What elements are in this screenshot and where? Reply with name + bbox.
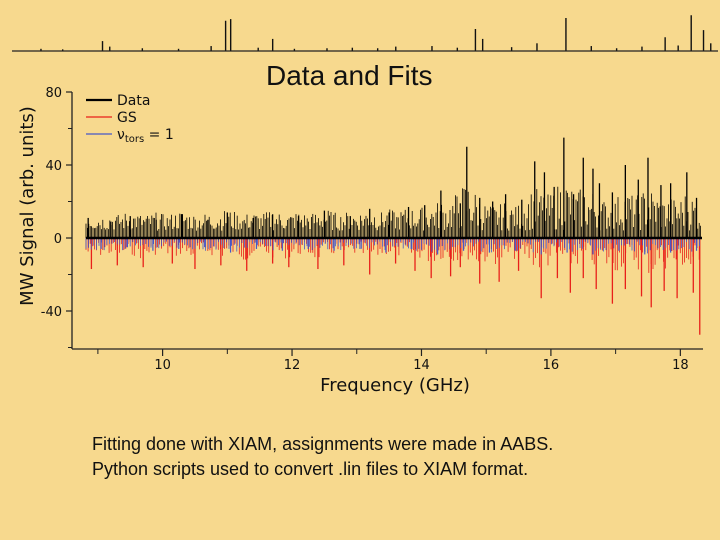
legend-label-gs: GS: [117, 110, 137, 126]
legend-vtors-nu: ν: [117, 127, 125, 143]
x-tick-label: 12: [284, 358, 301, 373]
spectrum-chart: 80 40 0 -40 10 12 14 16 18 MW Signal (arb. unit…: [17, 86, 703, 396]
y-tick-label: 80: [45, 86, 62, 101]
caption-line-1: Fitting done with XIAM, assignments were…: [92, 434, 554, 454]
series-gs: [85, 238, 701, 335]
slide-title: Data and Fits: [266, 60, 433, 91]
overview-spectrum-strip: [12, 15, 718, 52]
x-ticks: 10 12 14 16 18: [97, 349, 689, 373]
series-vtors1: [85, 238, 700, 255]
series-data: [85, 137, 702, 240]
legend: Data GS νtors = 1: [86, 93, 174, 145]
x-tick-label: 10: [154, 358, 171, 373]
legend-label-data: Data: [117, 93, 150, 109]
y-tick-label: 40: [45, 159, 62, 174]
overview-peaks: [40, 15, 712, 51]
y-tick-label: -40: [41, 305, 62, 320]
legend-label-vtors: νtors = 1: [117, 127, 174, 145]
legend-vtors-subscript: tors: [125, 134, 144, 145]
y-axis-label: MW Signal (arb. units): [17, 106, 38, 306]
x-tick-label: 14: [413, 358, 430, 373]
x-axis-label: Frequency (GHz): [320, 375, 470, 396]
y-ticks: 80 40 0 -40: [41, 86, 72, 348]
x-tick-label: 16: [543, 358, 560, 373]
legend-vtors-suffix: = 1: [144, 127, 174, 143]
x-tick-label: 18: [672, 358, 689, 373]
y-tick-label: 0: [54, 232, 62, 247]
caption-line-2: Python scripts used to convert .lin file…: [92, 459, 529, 479]
